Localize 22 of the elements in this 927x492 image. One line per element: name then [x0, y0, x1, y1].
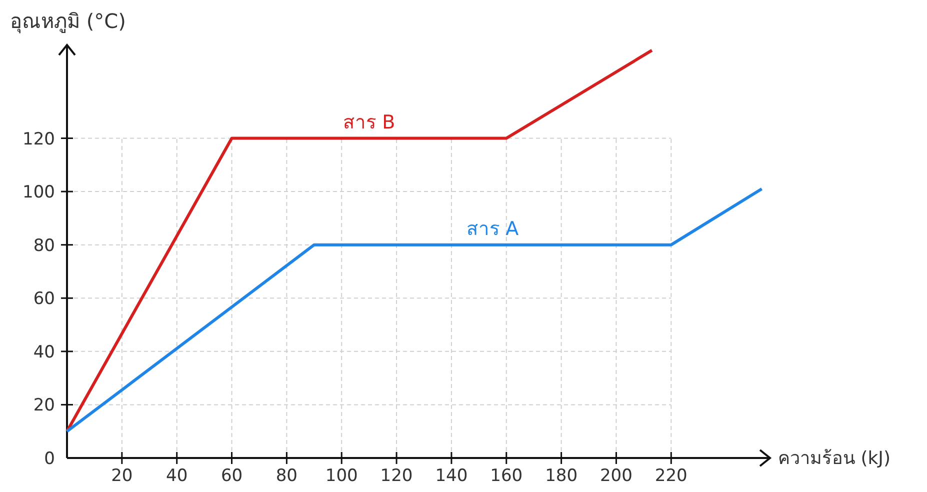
y-tick-label: 20: [33, 396, 55, 416]
x-tick-label: 180: [545, 466, 578, 486]
y-tick-label: 120: [22, 129, 55, 150]
x-tick-label: 60: [220, 466, 243, 486]
x-tick-label: 200: [600, 466, 632, 486]
x-tick-label: 140: [435, 466, 468, 486]
x-tick-label: 100: [325, 466, 358, 486]
y-tick-label: 40: [33, 342, 55, 362]
y-axis-title: อุณหภูมิ (°C): [10, 9, 126, 34]
y-tick-label: 0: [44, 449, 55, 469]
x-tick-label: 40: [166, 466, 188, 486]
x-tick-label: 20: [111, 466, 133, 486]
x-tick-label: 160: [490, 466, 523, 486]
x-tick-label: 80: [276, 466, 298, 486]
x-tick-label: 220: [654, 466, 688, 486]
y-tick-label: 60: [33, 289, 55, 310]
series-label: สาร A: [466, 218, 519, 240]
y-tick-label: 100: [22, 182, 55, 203]
y-tick-label: 80: [33, 236, 55, 256]
x-tick-label: 120: [380, 466, 413, 486]
x-axis-title: ความร้อน (kJ): [778, 448, 890, 469]
series-label: สาร B: [343, 111, 396, 134]
